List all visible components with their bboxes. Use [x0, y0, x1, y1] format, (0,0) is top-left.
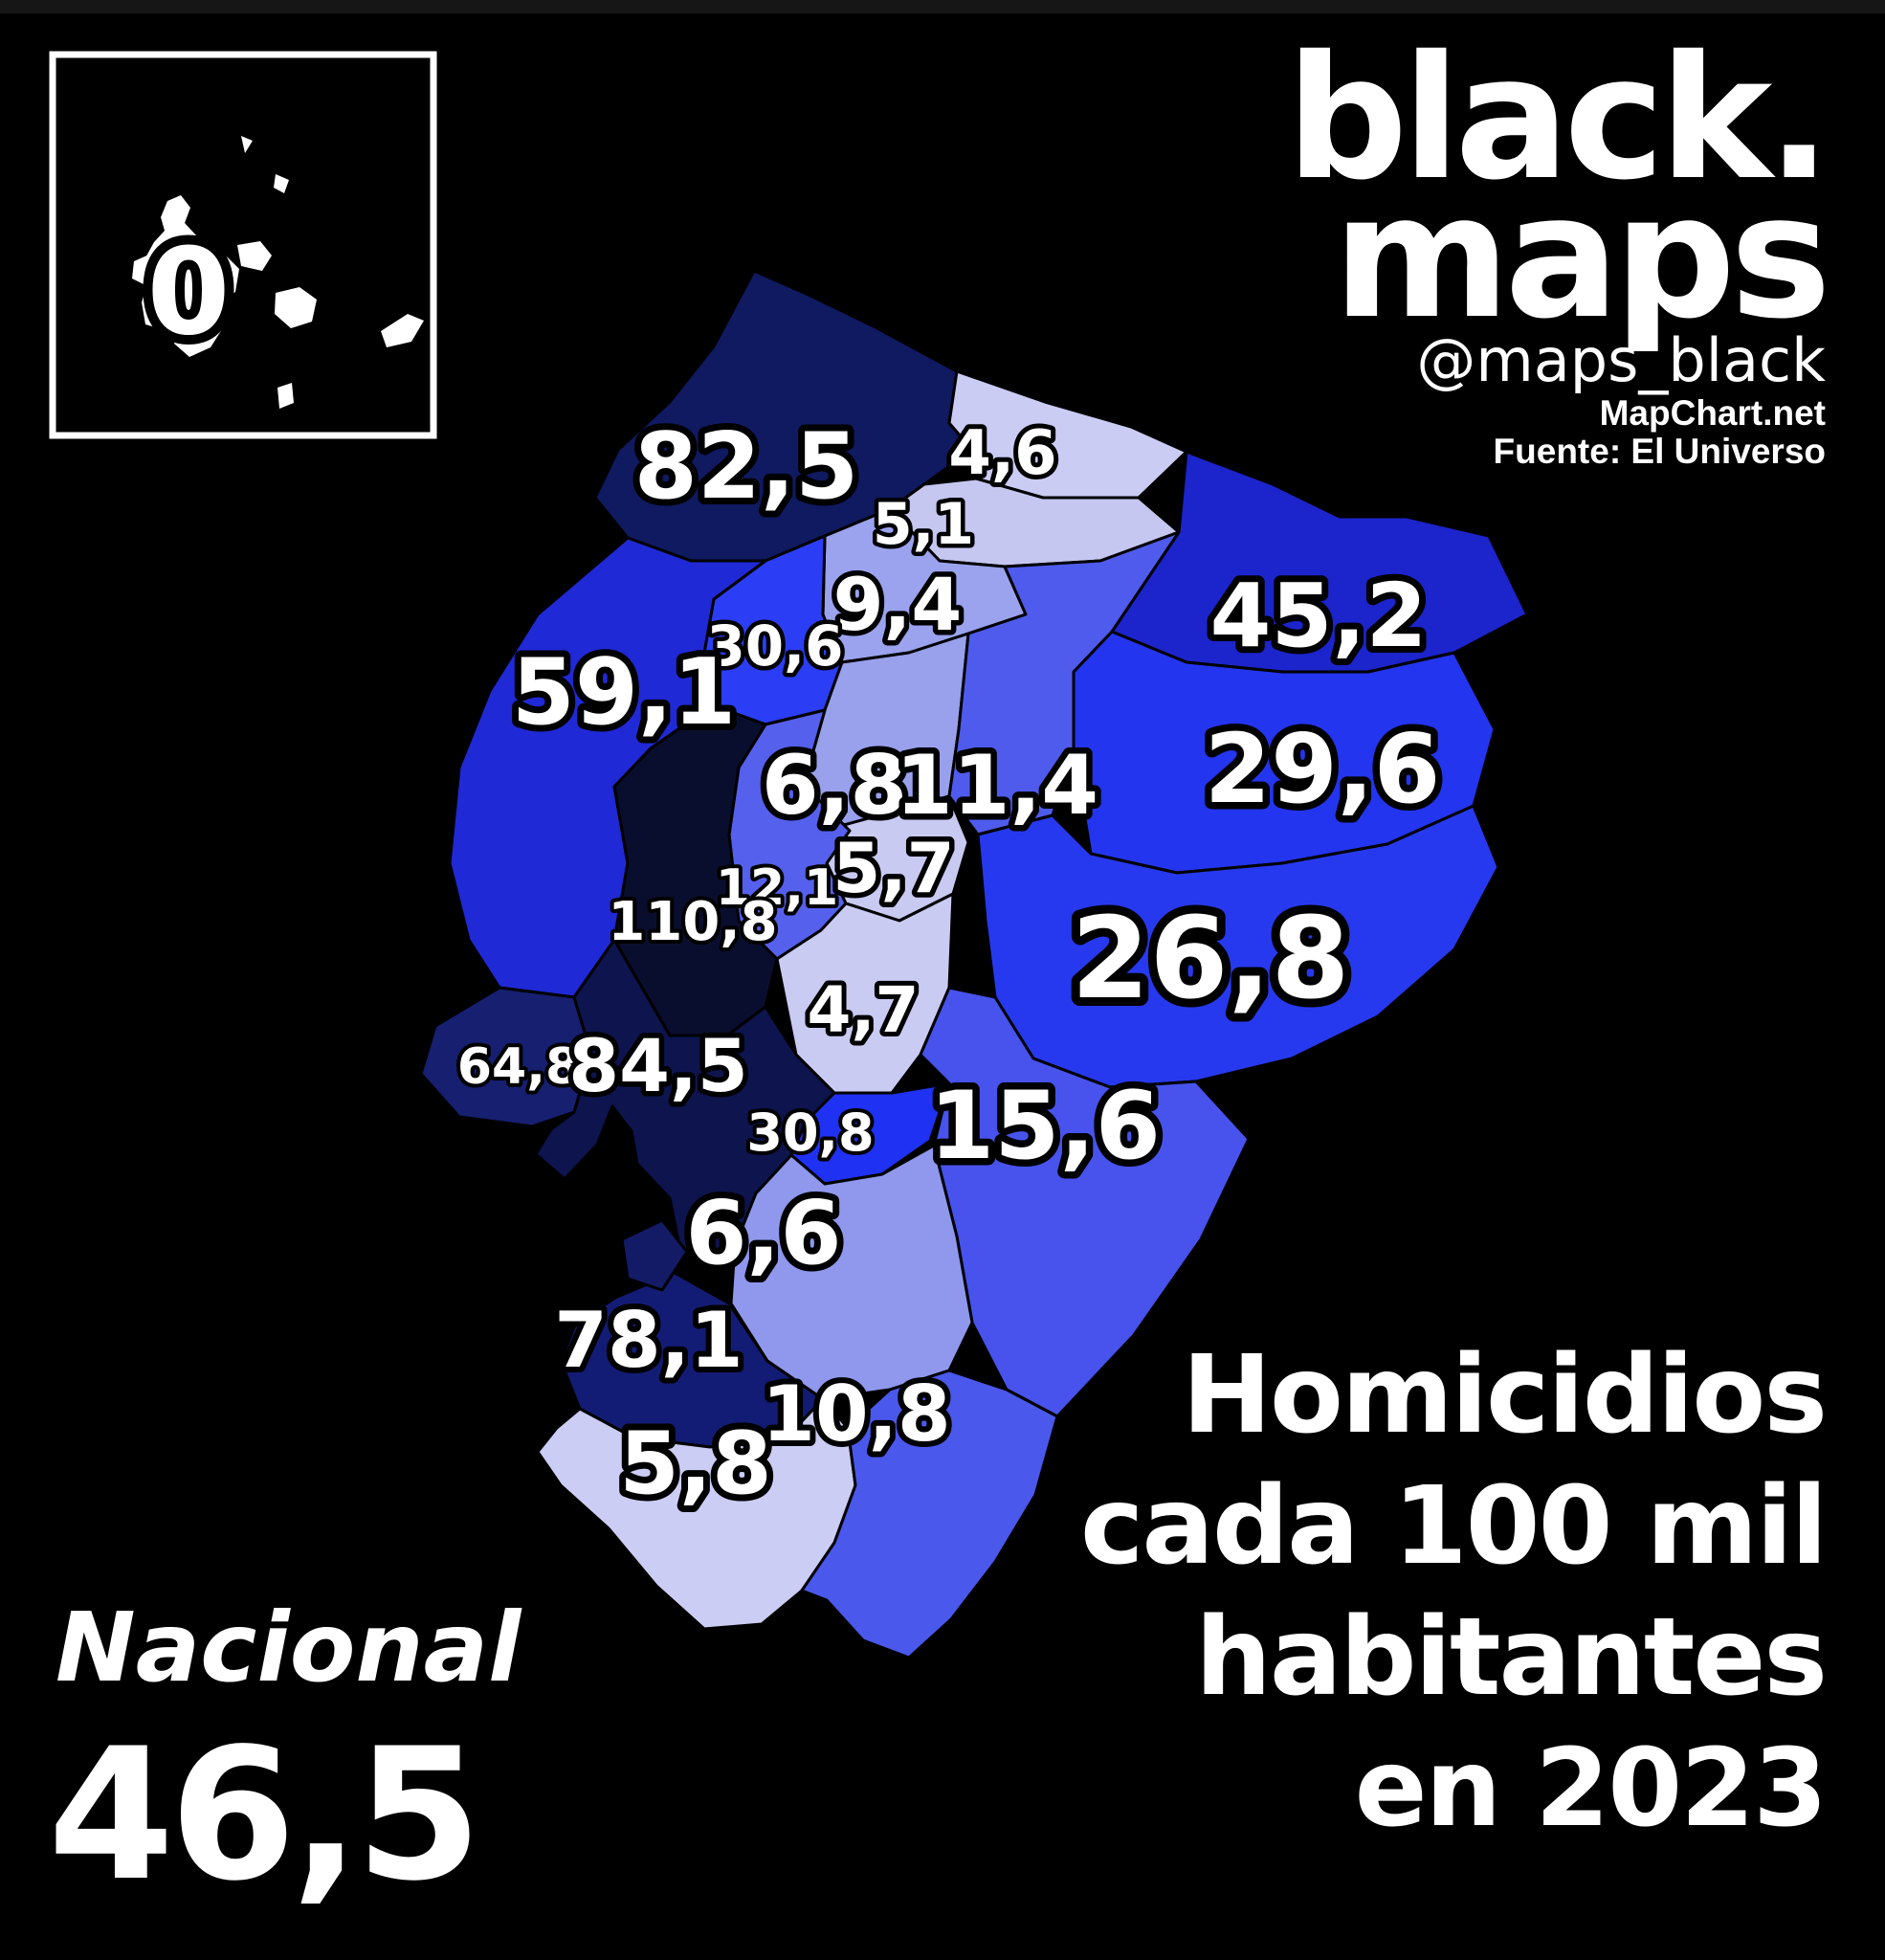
galapagos-inset: 0	[49, 51, 437, 439]
island-polygon	[620, 1218, 689, 1292]
region-value-label: 30,8	[746, 1102, 874, 1163]
galapagos-island	[274, 174, 289, 193]
region-value-label: 5,8	[619, 1414, 771, 1514]
region-value-label: 11,4	[896, 738, 1098, 834]
region-value-label: 5,7	[832, 828, 955, 908]
galapagos-island	[142, 195, 239, 357]
galapagos-island	[381, 314, 424, 347]
galapagos-island	[275, 287, 317, 328]
brand-block: black. maps @maps_black MapChart.net Fue…	[1286, 19, 1831, 471]
national-label: Nacional	[55, 1592, 522, 1704]
brand-source: Fuente: El Universo	[1494, 432, 1826, 471]
region-value-label: 110,8	[608, 891, 777, 953]
region-value-label: 6,6	[686, 1182, 842, 1284]
region-polygon	[612, 703, 779, 1037]
brand-line2: maps	[1333, 158, 1826, 356]
title-block: Homicidios cada 100 mil habitantes en 20…	[1080, 1333, 1828, 1851]
brand-line1: black.	[1286, 19, 1826, 217]
brand-handle: @maps_black	[1416, 325, 1826, 395]
region-value-label: 12,1	[716, 859, 838, 917]
region-value-label: 10,8	[762, 1370, 950, 1459]
region-value-label: 29,6	[1205, 713, 1441, 825]
national-block: Nacional 46,5	[48, 1592, 522, 1921]
region-polygon	[976, 804, 1500, 1089]
region-value-label: 15,6	[929, 1072, 1161, 1181]
region-value-label: 82,5	[634, 414, 858, 520]
region-value-label: 9,4	[833, 562, 963, 647]
region-value-label: 6,8	[762, 738, 907, 834]
top-strip	[0, 0, 1885, 13]
galapagos-island	[241, 136, 253, 153]
region-value-label: 78,1	[554, 1296, 743, 1385]
province-layer	[419, 269, 1529, 1659]
brand-credit: MapChart.net	[1600, 393, 1826, 433]
region-value-label: 26,8	[1071, 892, 1349, 1024]
region-value-label: 84,5	[568, 1023, 748, 1108]
region-value-label: 4,7	[808, 973, 920, 1047]
national-value: 46,5	[48, 1709, 477, 1921]
region-value-label: 4,6	[948, 418, 1056, 489]
region-polygon	[947, 530, 1181, 836]
galapagos-island	[132, 254, 162, 286]
region-value-label: 5,1	[873, 491, 974, 558]
title-line: habitantes	[1195, 1595, 1826, 1720]
galapagos-island	[277, 383, 294, 409]
region-value-labels: 82,5 4,65,19,430,6 45,259,129,66,811,45,71…	[454, 408, 1448, 1521]
region-value-label: 59,1	[512, 640, 736, 746]
title-line: Homicidios	[1182, 1333, 1826, 1458]
inset-value-label: 0	[147, 223, 231, 362]
title-line: cada 100 mil	[1080, 1464, 1826, 1589]
region-polygon	[800, 1369, 1059, 1659]
title-line: en 2023	[1355, 1726, 1826, 1851]
region-value-label: 45,2	[1210, 565, 1428, 667]
galapagos-islands	[132, 136, 424, 409]
region-value-label: 30,6	[706, 613, 843, 679]
region-value-label: 64,8	[457, 1038, 580, 1096]
galapagos-island	[237, 241, 272, 271]
